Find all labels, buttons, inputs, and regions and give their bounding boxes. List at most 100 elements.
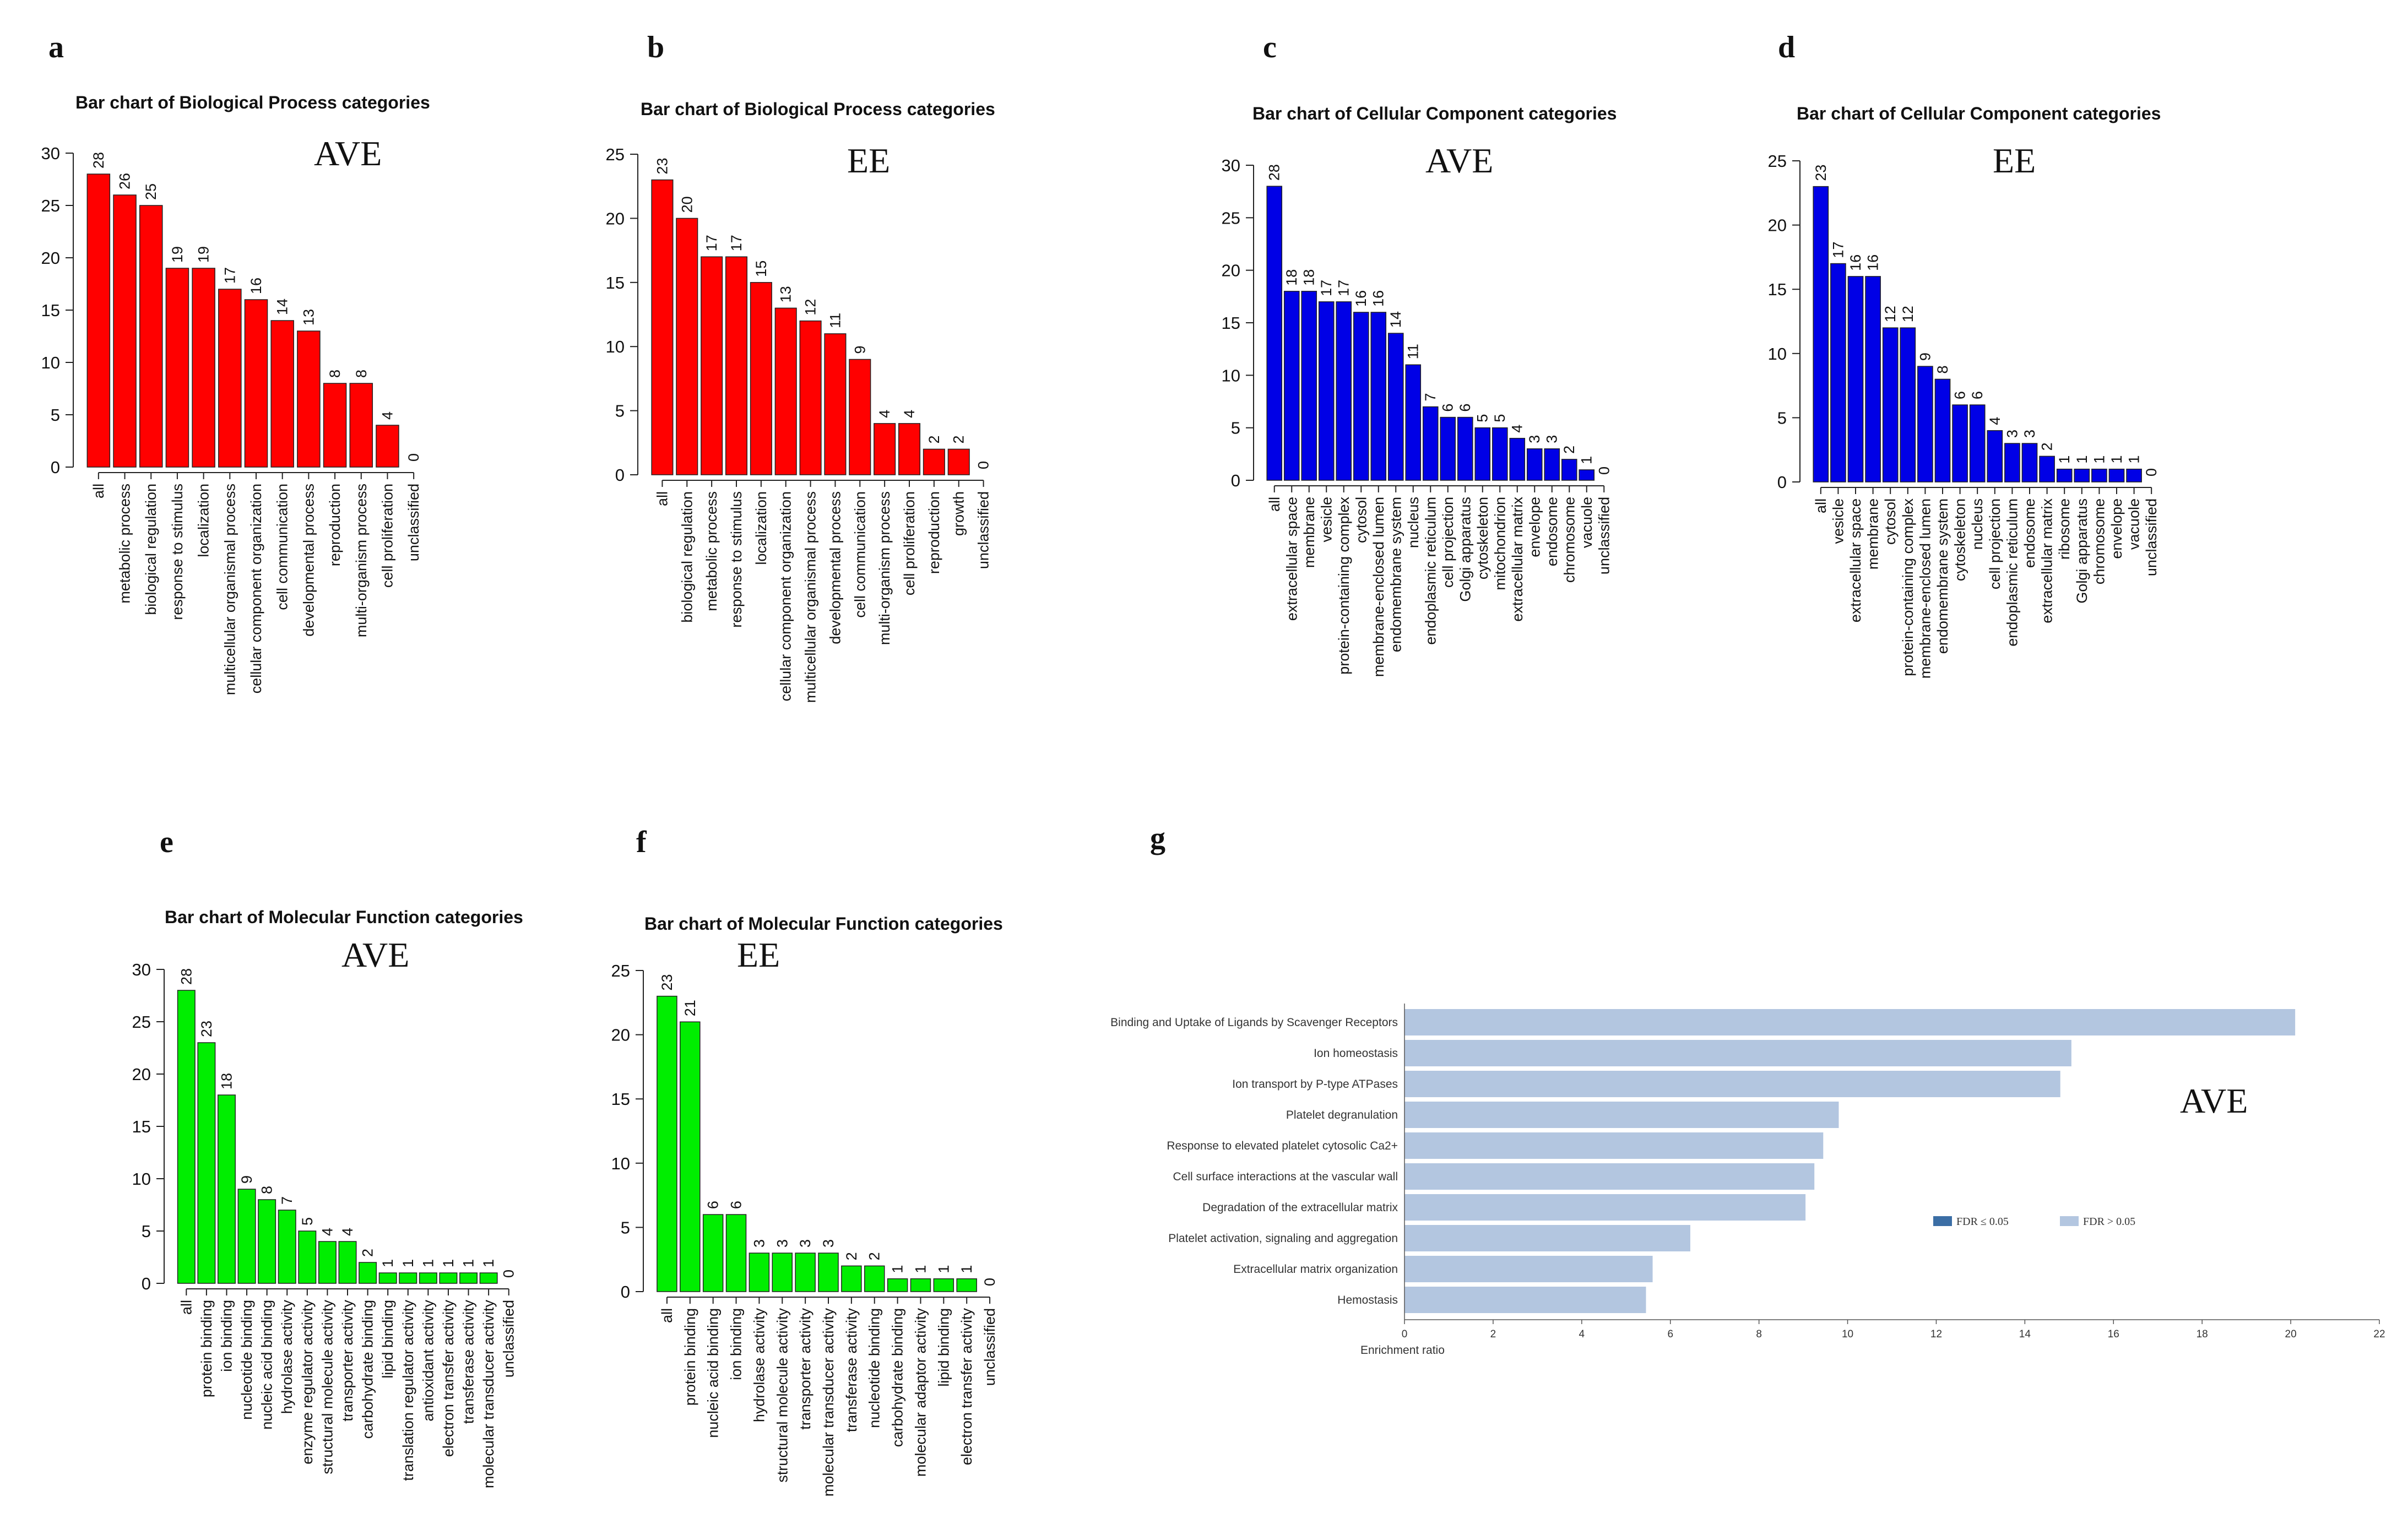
value-label-a: 4 <box>379 411 395 420</box>
bar-b <box>923 448 945 475</box>
y-tick-label-f: 15 <box>611 1089 630 1109</box>
category-label-d: chromosome <box>2091 498 2107 584</box>
enrichment-bar <box>1404 1287 1646 1313</box>
g-x-tick-label: 8 <box>1756 1329 1762 1340</box>
legend-label-fdr-nonsignificant: FDR > 0.05 <box>2083 1216 2135 1228</box>
value-label-e: 1 <box>379 1259 396 1267</box>
value-label-b: 12 <box>802 299 819 316</box>
y-tick-label-b: 20 <box>606 209 625 228</box>
y-tick-label-c: 25 <box>1222 208 1240 227</box>
bar-b <box>849 359 871 475</box>
category-label-b: growth <box>951 491 967 536</box>
pathway-label: Degradation of the extracellular matrix <box>1202 1201 1398 1214</box>
value-label-f: 2 <box>843 1252 860 1260</box>
pathway-label: Extracellular matrix organization <box>1233 1263 1398 1276</box>
value-label-c: 6 <box>1440 404 1456 412</box>
bar-c <box>1266 186 1283 481</box>
value-label-b: 15 <box>753 261 769 277</box>
bar-a <box>86 173 111 468</box>
value-label-b: 2 <box>926 435 942 443</box>
bar-e <box>318 1241 337 1284</box>
y-tick-label-c: 10 <box>1222 366 1240 385</box>
y-tick-label-f: 20 <box>611 1026 630 1045</box>
bar-c <box>1561 459 1577 481</box>
value-label-c: 16 <box>1353 290 1369 307</box>
bar-c <box>1579 469 1595 481</box>
y-tick-label-c: 0 <box>1231 471 1240 490</box>
group-tag-g: AVE <box>2180 1081 2248 1120</box>
category-label-a: all <box>90 484 107 498</box>
category-label-c: extracellular matrix <box>1509 497 1526 622</box>
category-label-b: unclassified <box>975 491 992 569</box>
category-label-c: cell projection <box>1440 497 1456 588</box>
category-label-d: ribosome <box>2056 498 2073 560</box>
pathway-label: Ion transport by P-type ATPases <box>1232 1078 1398 1091</box>
bar-c <box>1492 427 1508 481</box>
group-tag-b: EE <box>847 141 890 180</box>
category-label-d: endosome <box>2021 498 2038 568</box>
y-tick-label-d: 0 <box>1777 473 1787 492</box>
category-label-c: cytoskeleton <box>1474 497 1491 579</box>
bar-f <box>680 1021 701 1292</box>
enrichment-bar <box>1404 1071 2060 1097</box>
panel-letter-g: g <box>1150 821 1165 855</box>
bar-a <box>244 299 268 468</box>
value-label-a: 16 <box>248 278 264 294</box>
bar-e <box>217 1094 236 1284</box>
y-tick-label-e: 0 <box>142 1274 151 1293</box>
bar-e <box>479 1272 498 1284</box>
value-label-e: 0 <box>501 1270 517 1278</box>
value-label-a: 26 <box>117 173 133 189</box>
value-label-c: 16 <box>1370 290 1387 307</box>
bar-f <box>841 1265 862 1292</box>
value-label-b: 17 <box>728 235 745 251</box>
bar-c <box>1318 301 1335 481</box>
category-label-b: biological regulation <box>679 491 695 623</box>
value-label-f: 6 <box>705 1201 722 1209</box>
bar-e <box>237 1189 256 1284</box>
value-label-e: 9 <box>238 1175 255 1184</box>
bar-b <box>651 179 674 475</box>
bar-d <box>2108 468 2125 482</box>
value-label-d: 12 <box>1882 306 1899 322</box>
value-label-c: 11 <box>1405 344 1422 359</box>
y-tick-label-a: 30 <box>41 144 60 163</box>
value-label-c: 5 <box>1474 414 1491 422</box>
value-label-d: 0 <box>2143 468 2160 476</box>
legend-swatch-fdr-significant <box>1933 1216 1952 1226</box>
group-tag-e: AVE <box>341 935 409 974</box>
bar-f <box>795 1253 816 1292</box>
value-label-e: 1 <box>460 1259 477 1267</box>
bar-e <box>419 1272 437 1284</box>
y-tick-label-e: 15 <box>132 1117 151 1136</box>
enrichment-bar <box>1404 1132 1824 1159</box>
g-x-tick-label: 0 <box>1402 1329 1408 1340</box>
value-label-c: 0 <box>1596 467 1612 475</box>
category-label-f: lipid binding <box>935 1308 952 1387</box>
bar-c <box>1283 291 1300 481</box>
value-label-d: 1 <box>2074 456 2090 464</box>
category-label-b: cellular component organization <box>778 491 794 701</box>
value-label-f: 1 <box>935 1265 952 1273</box>
category-label-a: multi-organism process <box>353 484 370 637</box>
category-label-f: unclassified <box>981 1308 998 1386</box>
category-label-f: protein binding <box>682 1308 698 1406</box>
category-label-a: metabolic process <box>117 484 133 604</box>
bar-e <box>258 1199 276 1284</box>
value-label-f: 23 <box>659 974 675 991</box>
value-label-a: 0 <box>405 453 422 462</box>
y-tick-label-d: 15 <box>1768 280 1787 299</box>
category-label-c: endosome <box>1544 497 1560 566</box>
value-label-f: 3 <box>820 1239 837 1248</box>
value-label-e: 1 <box>400 1259 416 1267</box>
category-label-f: electron transfer activity <box>958 1308 975 1466</box>
value-label-d: 9 <box>1917 353 1933 361</box>
category-label-f: molecular transducer activity <box>820 1308 837 1497</box>
bar-e <box>459 1272 478 1284</box>
y-tick-label-c: 15 <box>1222 313 1240 333</box>
value-label-c: 4 <box>1509 425 1526 433</box>
bar-a <box>139 205 163 468</box>
category-label-f: ion binding <box>728 1308 745 1380</box>
